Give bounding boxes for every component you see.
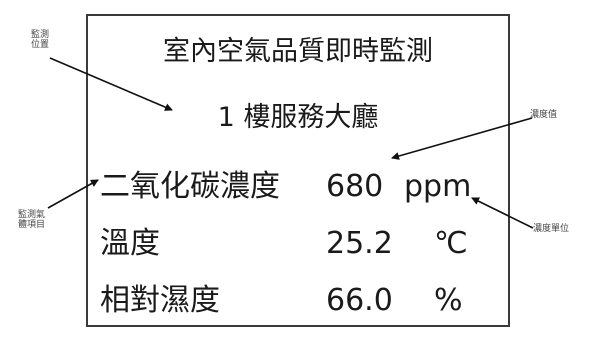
humidity-unit: % — [434, 283, 463, 318]
arrow-unit — [471, 197, 534, 229]
callout-value: 濃度值 — [530, 110, 558, 120]
humidity-label: 相對濕度 — [100, 283, 220, 318]
callout-location: 監測 位置 — [31, 30, 50, 51]
temperature-value: 25.2 — [326, 226, 393, 261]
temperature-label: 溫度 — [100, 226, 160, 261]
co2-label: 二氧化碳濃度 — [100, 169, 280, 204]
air-quality-panel: 室內空氣品質即時監測 1 樓服務大廳 二氧化碳濃度 680 ppm 溫度 25.… — [86, 14, 510, 327]
humidity-value: 66.0 — [326, 283, 393, 318]
callout-item: 監測氣 體項目 — [18, 210, 46, 231]
co2-value: 680 — [326, 169, 384, 204]
callout-unit: 濃度單位 — [533, 224, 570, 234]
arrow-value — [391, 117, 533, 160]
arrow-location — [49, 57, 173, 111]
temperature-unit: ℃ — [434, 226, 468, 261]
arrow-item — [47, 179, 99, 209]
co2-unit: ppm — [404, 169, 472, 204]
panel-title: 室內空氣品質即時監測 — [163, 36, 433, 67]
location-text: 1 樓服務大廳 — [217, 102, 379, 133]
